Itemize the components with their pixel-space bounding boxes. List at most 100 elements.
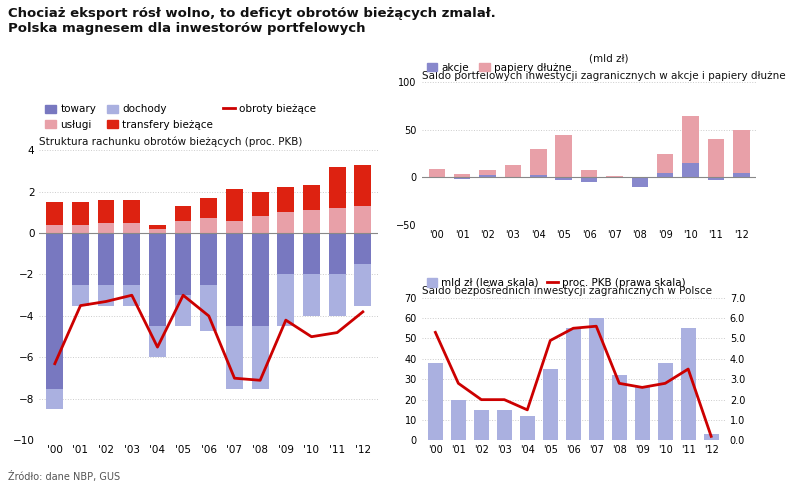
Bar	[252, 233, 269, 326]
Text: Struktura rachunku obrotów bieżących (proc. PKB): Struktura rachunku obrotów bieżących (pr…	[39, 136, 303, 147]
Bar	[329, 208, 345, 233]
Bar	[635, 387, 649, 440]
Bar	[277, 274, 294, 326]
Bar	[606, 176, 623, 178]
Bar	[303, 210, 320, 233]
Bar	[98, 200, 114, 223]
Bar	[72, 233, 89, 285]
Bar	[631, 178, 648, 187]
Bar	[329, 166, 345, 208]
Bar	[497, 410, 511, 440]
Bar	[543, 369, 558, 440]
Bar	[46, 202, 63, 225]
Bar	[520, 416, 535, 440]
Bar	[530, 149, 547, 178]
Bar	[682, 116, 699, 178]
Bar	[631, 178, 648, 182]
Bar	[226, 233, 243, 326]
Bar	[252, 216, 269, 233]
Bar	[277, 233, 294, 274]
Bar	[479, 170, 496, 178]
Bar	[98, 233, 114, 285]
Bar	[72, 285, 89, 305]
Bar	[708, 178, 724, 181]
Bar	[682, 163, 699, 178]
Bar	[124, 233, 140, 285]
Text: Saldo bezpośrednich inwestycji zagranicznych w Polsce: Saldo bezpośrednich inwestycji zagranicz…	[422, 285, 712, 296]
Bar	[200, 233, 217, 285]
Bar	[581, 170, 597, 178]
Bar	[658, 363, 673, 440]
Bar	[657, 153, 674, 178]
Bar	[681, 328, 696, 440]
Bar	[98, 285, 114, 305]
Bar	[566, 328, 581, 440]
Bar	[504, 165, 521, 178]
Bar	[72, 225, 89, 233]
Bar	[733, 130, 749, 178]
Bar	[530, 175, 547, 178]
Bar	[303, 233, 320, 274]
Bar	[175, 295, 191, 326]
Text: Źródło: dane NBP, GUS: Źródło: dane NBP, GUS	[8, 470, 120, 482]
Legend: towary, usługi, dochody, transfery bieżące, obroty bieżące: towary, usługi, dochody, transfery bieżą…	[45, 105, 316, 130]
Bar	[200, 285, 217, 331]
Bar	[252, 192, 269, 216]
Bar	[329, 233, 345, 274]
Legend: mld zł (lewa skala), proc. PKB (prawa skala): mld zł (lewa skala), proc. PKB (prawa sk…	[427, 278, 686, 288]
Bar	[149, 229, 165, 233]
Bar	[226, 326, 243, 389]
Bar	[355, 165, 371, 206]
Bar	[175, 206, 191, 221]
Bar	[504, 178, 521, 179]
Bar	[149, 225, 165, 229]
Bar	[355, 264, 371, 305]
Bar	[454, 178, 470, 180]
Bar	[252, 326, 269, 389]
Bar	[277, 212, 294, 233]
Bar	[72, 202, 89, 225]
Bar	[149, 233, 165, 326]
Bar	[226, 189, 243, 221]
Bar	[124, 200, 140, 223]
Bar	[277, 187, 294, 212]
Bar	[175, 233, 191, 295]
Bar	[428, 363, 443, 440]
Bar	[479, 175, 496, 178]
Bar	[200, 198, 217, 218]
Bar	[303, 274, 320, 316]
Text: Chociaż eksport rósł wolno, to deficyt obrotów bieżących zmalał.: Chociaż eksport rósł wolno, to deficyt o…	[8, 7, 496, 20]
Bar	[149, 326, 165, 358]
Text: Saldo portfelowych inwestycji zagranicznych w akcje i papiery dłużne: Saldo portfelowych inwestycji zagraniczn…	[422, 71, 785, 81]
Bar	[355, 206, 371, 233]
Bar	[733, 173, 749, 178]
Bar	[589, 318, 604, 440]
Text: Polska magnesem dla inwestorów portfelowych: Polska magnesem dla inwestorów portfelow…	[8, 22, 366, 35]
Text: (mld zł): (mld zł)	[589, 53, 629, 63]
Bar	[451, 400, 466, 440]
Bar	[175, 221, 191, 233]
Bar	[708, 139, 724, 178]
Bar	[611, 375, 626, 440]
Bar	[46, 233, 63, 389]
Bar	[329, 274, 345, 316]
Bar	[581, 178, 597, 182]
Bar	[454, 174, 470, 178]
Bar	[98, 223, 114, 233]
Bar	[429, 177, 445, 178]
Bar	[200, 218, 217, 233]
Bar	[303, 185, 320, 210]
Bar	[556, 178, 572, 181]
Bar	[46, 225, 63, 233]
Bar	[657, 173, 674, 178]
Bar	[429, 169, 445, 178]
Bar	[556, 135, 572, 178]
Bar	[124, 285, 140, 305]
Bar	[704, 434, 719, 440]
Bar	[46, 389, 63, 409]
Legend: akcje, papiery dłużne: akcje, papiery dłużne	[427, 62, 571, 73]
Bar	[474, 410, 489, 440]
Bar	[355, 233, 371, 264]
Bar	[124, 223, 140, 233]
Bar	[226, 221, 243, 233]
